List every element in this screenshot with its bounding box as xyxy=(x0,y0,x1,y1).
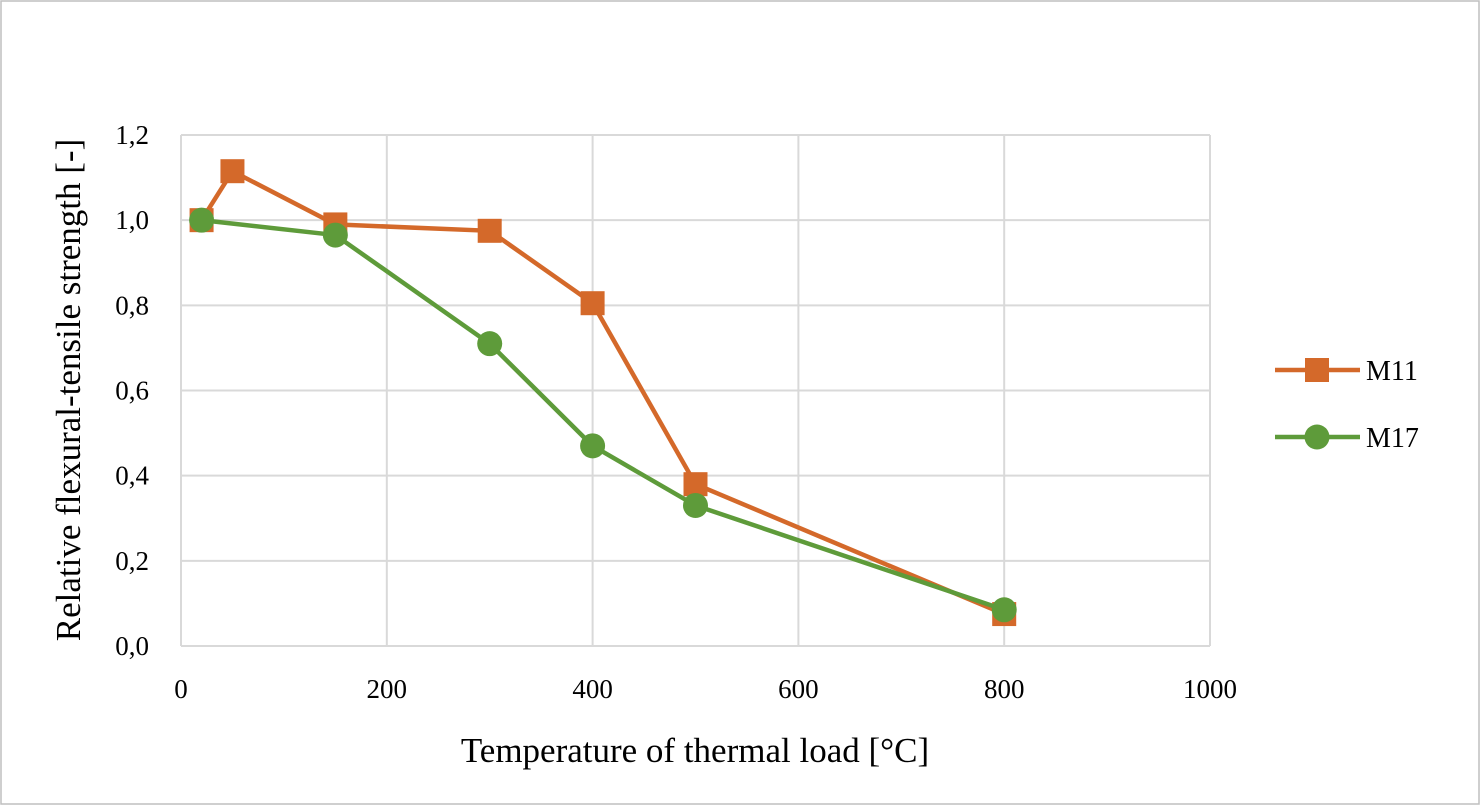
y-tick-label: 1,2 xyxy=(115,120,149,150)
series-m17 xyxy=(189,207,1017,623)
legend-label: M11 xyxy=(1366,356,1418,387)
data-point xyxy=(220,159,245,184)
x-tick-label: 800 xyxy=(984,674,1025,704)
series-group xyxy=(189,159,1017,627)
legend-item-m11: M11 xyxy=(1275,356,1418,387)
legend-label: M17 xyxy=(1366,423,1419,454)
data-point xyxy=(189,207,215,233)
x-tick-label: 1000 xyxy=(1183,674,1237,704)
series-line xyxy=(201,217,1005,612)
data-point xyxy=(580,433,606,459)
x-tick-label: 600 xyxy=(778,674,819,704)
y-tick-labels: 0,0 0,2 0,4 0,6 0,8 1,0 1,2 xyxy=(115,120,149,661)
data-point xyxy=(683,472,708,497)
data-point xyxy=(580,291,605,316)
x-axis-title: Temperature of thermal load [°C] xyxy=(461,731,929,770)
y-tick-label: 0,6 xyxy=(115,376,149,406)
legend-item-m17: M17 xyxy=(1275,423,1419,454)
data-point xyxy=(991,597,1017,623)
y-tick-label: 0,8 xyxy=(115,290,149,320)
data-point xyxy=(683,492,708,518)
legend-marker xyxy=(1305,358,1329,382)
gridlines xyxy=(180,134,1211,647)
y-tick-label: 0,0 xyxy=(115,631,149,661)
x-tick-label: 400 xyxy=(572,674,613,704)
legend-marker xyxy=(1304,424,1330,450)
data-point xyxy=(477,331,503,357)
x-tick-label: 0 xyxy=(174,674,188,704)
y-tick-label: 1,0 xyxy=(115,205,149,235)
x-tick-labels: 0 200 400 600 800 1000 xyxy=(174,674,1237,704)
y-tick-label: 0,4 xyxy=(115,461,149,491)
data-point xyxy=(477,218,502,243)
x-tick-label: 200 xyxy=(367,674,408,704)
y-tick-label: 0,2 xyxy=(115,546,149,576)
legend: M11 M17 xyxy=(1275,356,1419,454)
y-axis-title: Relative flexural-tensile strength [-] xyxy=(49,139,88,641)
data-point xyxy=(322,222,348,248)
